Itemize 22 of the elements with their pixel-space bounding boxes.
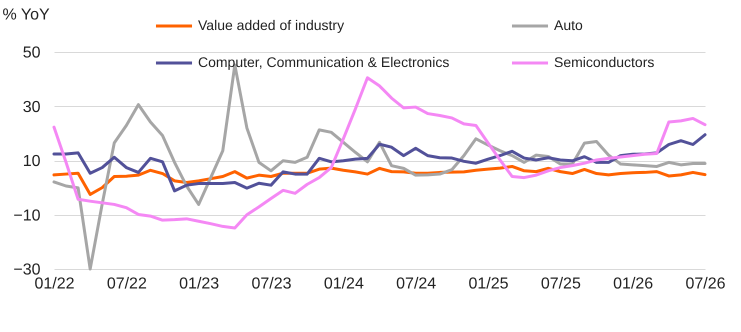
x-tick-label: 01/24 [324, 276, 364, 292]
x-tick-label: 01/23 [179, 276, 220, 292]
line-series [52, 76, 706, 230]
y-axis-title: % YoY [2, 6, 50, 24]
line-series [52, 133, 706, 192]
y-tick-label: −10 [13, 207, 41, 224]
x-tick-label: 07/25 [540, 276, 581, 292]
y-tick-label: 50 [22, 44, 41, 62]
legend-label: Computer, Communication & Electronics [198, 54, 450, 70]
x-tick-label: 07/26 [685, 276, 726, 292]
x-tick-label: 07/23 [251, 276, 292, 292]
legend-label: Semiconductors [554, 54, 654, 70]
x-tick-label: 07/24 [396, 276, 436, 292]
x-tick-label: 01/22 [34, 276, 75, 292]
x-tick-label: 01/25 [468, 276, 509, 292]
legend-label: Value added of industry [198, 17, 344, 33]
y-tick-label: 10 [22, 153, 41, 170]
x-tick-label: 01/26 [613, 276, 654, 292]
legend-label: Auto [554, 17, 584, 33]
x-tick-label: 07/22 [106, 276, 147, 292]
y-tick-label: 30 [22, 98, 41, 116]
y-tick-label: −30 [13, 262, 41, 278]
